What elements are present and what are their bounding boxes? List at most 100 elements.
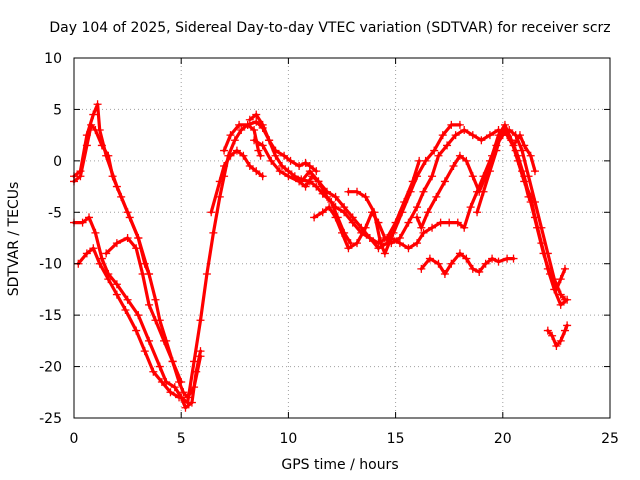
data-point	[252, 167, 261, 176]
data-point	[149, 367, 158, 376]
data-point	[533, 223, 542, 232]
data-point	[209, 228, 218, 237]
data-point	[348, 213, 357, 222]
data-point	[507, 136, 516, 145]
data-point	[166, 388, 175, 397]
data-point	[434, 259, 443, 268]
data-point	[380, 249, 389, 258]
series-18	[543, 321, 572, 350]
data-point	[132, 244, 141, 253]
x-tick-label-1: 5	[177, 431, 186, 447]
data-point	[220, 162, 229, 170]
data-point	[226, 151, 235, 160]
data-point	[235, 120, 244, 129]
data-point	[104, 151, 113, 160]
data-point	[361, 223, 370, 232]
data-point	[425, 254, 434, 263]
data-point	[82, 249, 91, 258]
data-point	[245, 162, 254, 170]
data-point	[76, 172, 85, 181]
data-point	[286, 156, 295, 165]
data-point	[404, 218, 413, 227]
data-point	[552, 342, 561, 350]
data-point	[563, 321, 572, 330]
data-point	[138, 270, 147, 278]
data-point	[515, 131, 524, 140]
data-point	[423, 208, 432, 217]
data-point	[460, 126, 469, 134]
chart-title: Day 104 of 2025, Sidereal Day-to-day VTE…	[49, 20, 610, 36]
data-point	[134, 234, 143, 242]
data-point	[245, 115, 254, 124]
data-point	[250, 136, 259, 145]
series-line-9	[248, 113, 353, 245]
data-point	[421, 156, 430, 165]
series-16	[473, 126, 569, 294]
data-point	[438, 131, 447, 140]
data-point	[254, 146, 263, 155]
data-point	[417, 223, 426, 232]
data-point	[112, 290, 121, 299]
data-point	[462, 156, 471, 165]
data-point	[406, 187, 415, 196]
data-point	[232, 146, 241, 155]
data-point	[220, 146, 229, 155]
data-point	[207, 208, 216, 217]
data-point	[370, 208, 379, 217]
series-line-13	[346, 128, 567, 302]
data-point	[181, 403, 190, 412]
data-point	[475, 267, 484, 276]
y-tick-label-4: -5	[48, 205, 62, 221]
data-point	[256, 151, 265, 160]
data-point	[243, 120, 252, 129]
data-point	[428, 223, 437, 232]
data-point	[177, 393, 186, 402]
data-point	[436, 218, 445, 227]
data-point	[155, 362, 164, 371]
data-point	[85, 213, 94, 222]
data-point	[556, 336, 565, 345]
data-point	[117, 192, 126, 201]
data-point	[108, 172, 117, 181]
data-point	[496, 131, 505, 140]
data-point	[275, 167, 284, 176]
y-tick-label-7: 10	[44, 51, 62, 67]
data-point	[112, 280, 121, 289]
data-point	[539, 249, 548, 258]
data-point	[492, 146, 501, 155]
x-tick-label-5: 25	[601, 431, 619, 447]
data-point	[488, 254, 497, 263]
data-point	[151, 316, 160, 325]
data-point	[398, 208, 407, 217]
data-point	[160, 336, 169, 345]
data-point	[82, 141, 91, 150]
y-tick-label-1: -20	[39, 360, 62, 376]
series-line-16	[475, 128, 567, 291]
data-point	[265, 136, 274, 145]
series-17	[509, 131, 539, 176]
data-point	[485, 131, 494, 140]
data-point	[91, 228, 100, 237]
data-point	[318, 208, 327, 217]
series-group	[70, 100, 572, 412]
data-point	[190, 357, 199, 366]
data-point	[389, 228, 398, 237]
y-tick-label-0: -25	[39, 411, 62, 427]
data-point	[312, 182, 321, 191]
data-point	[123, 234, 132, 242]
data-point	[413, 203, 422, 212]
data-point	[344, 244, 353, 253]
data-point	[563, 295, 572, 304]
y-tick-label-3: -10	[39, 257, 62, 273]
data-point	[271, 151, 280, 160]
data-point	[239, 151, 248, 160]
data-point	[560, 264, 569, 273]
data-point	[305, 167, 314, 176]
axes: 0 5 10 15 20 25 -25 -20 -15 -10 -5 0 5 10	[39, 51, 619, 447]
data-point	[440, 177, 449, 186]
data-point	[215, 177, 224, 186]
data-point	[89, 244, 98, 253]
data-point	[102, 249, 111, 258]
data-point	[494, 257, 503, 266]
data-point	[170, 383, 179, 392]
